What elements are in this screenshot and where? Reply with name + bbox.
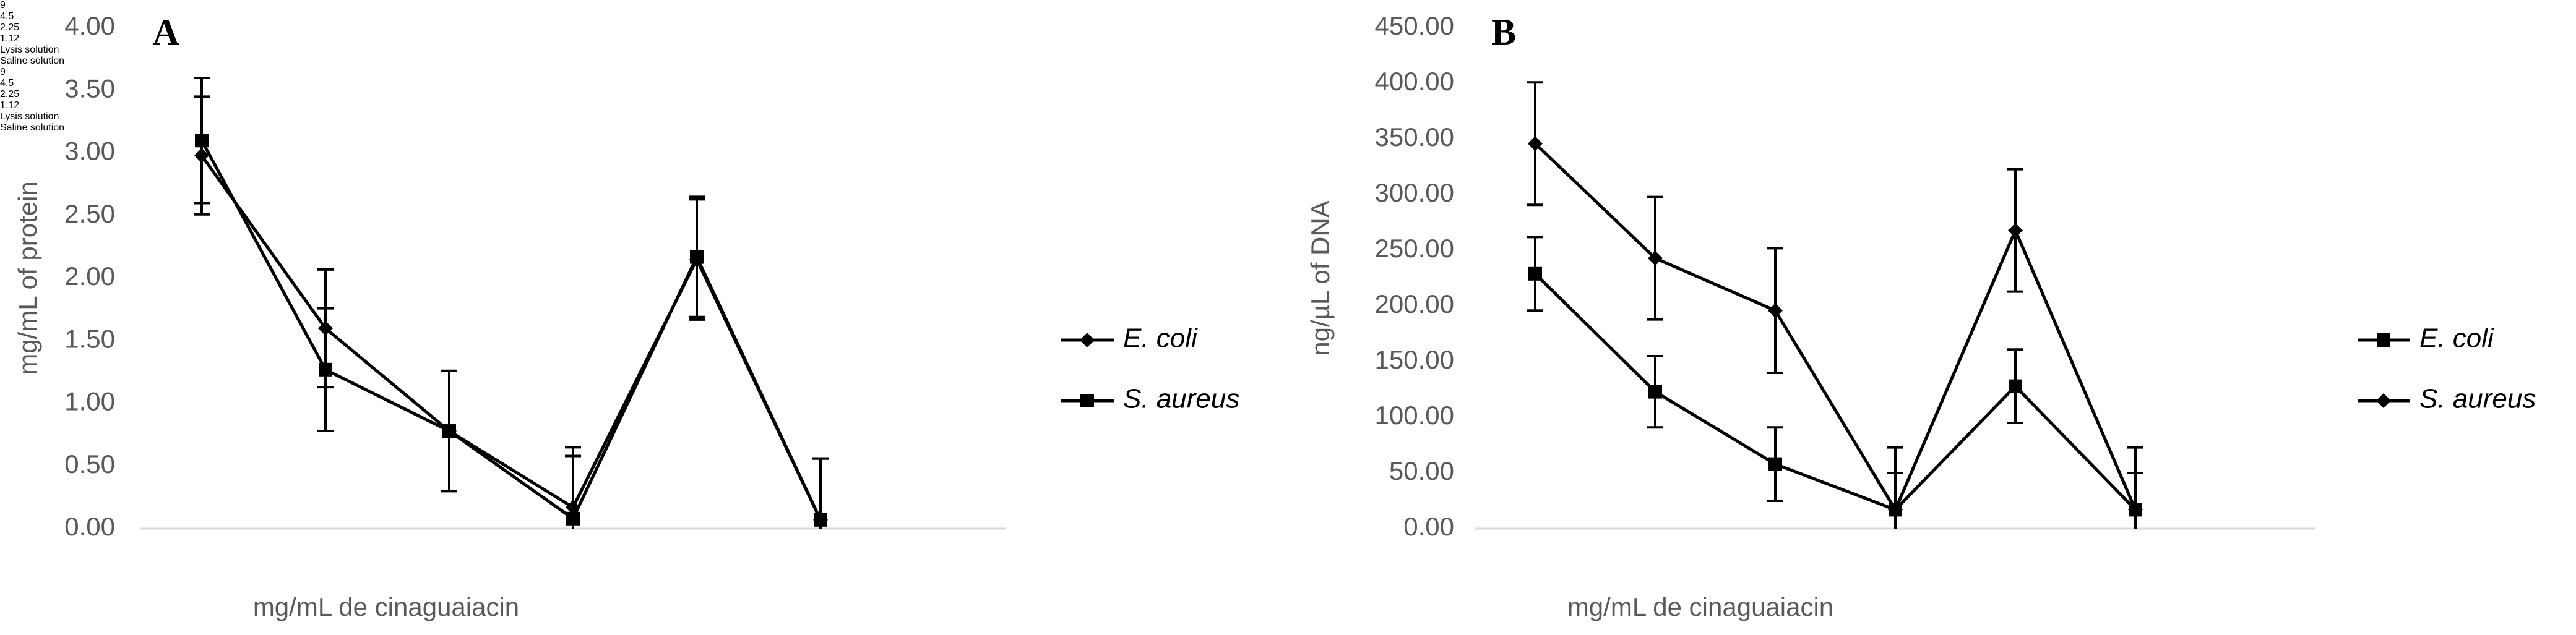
x-tick-label: 9 [0, 0, 6, 11]
series-line [200, 140, 822, 521]
y-axis-label: ng/µL of DNA [1306, 200, 1335, 356]
y-tick-label: 1.50 [64, 324, 115, 353]
y-axis-label: mg/mL of protein [13, 181, 42, 375]
legend-label: E. coli [2419, 323, 2494, 354]
y-tick-label: 450.00 [1375, 11, 1454, 40]
legend-marker [2376, 393, 2391, 408]
data-point [1528, 266, 1542, 281]
y-tick-label: 2.50 [64, 199, 115, 228]
y-tick-label: 0.00 [64, 512, 115, 541]
x-axis-label: mg/mL de cinaguaiacin [1567, 592, 1833, 621]
y-tick-label: 200.00 [1375, 289, 1454, 318]
data-point [1648, 385, 1662, 399]
legend-label: S. aureus [1123, 384, 1239, 414]
y-tick-label: 50.00 [1389, 456, 1454, 485]
series [194, 77, 829, 529]
series [194, 95, 829, 529]
y-tick-label: 300.00 [1375, 178, 1454, 207]
data-point [2008, 223, 2023, 238]
series [1527, 81, 2143, 529]
x-tick-label: 4.5 [0, 11, 14, 22]
data-point [2009, 379, 2022, 393]
data-point [566, 511, 580, 526]
panel-label: B [1491, 12, 1516, 53]
x-tick-label: Saline solution [0, 56, 65, 66]
series-line [1534, 273, 2137, 512]
data-point [1528, 136, 1543, 151]
y-tick-label: 3.00 [64, 137, 115, 166]
x-tick-label: Saline solution [0, 122, 65, 133]
y-tick-label: 350.00 [1375, 122, 1454, 151]
legend-marker [2377, 333, 2390, 347]
legend-marker [1080, 333, 1095, 347]
y-tick-label: 3.50 [64, 74, 115, 103]
y-tick-label: 0.50 [64, 450, 115, 479]
data-point [1768, 303, 1783, 318]
x-axis-label: mg/mL de cinaguaiacin [253, 592, 519, 621]
y-tick-label: 250.00 [1375, 234, 1454, 263]
y-tick-label: 100.00 [1375, 401, 1454, 430]
data-point [1768, 457, 1782, 471]
series [1527, 236, 2143, 529]
data-point [319, 362, 332, 377]
panel-label: A [152, 12, 179, 53]
data-point [814, 513, 827, 527]
y-tick-label: 0.00 [1403, 512, 1454, 541]
legend-marker [1080, 394, 1094, 407]
data-point [2128, 502, 2143, 518]
x-tick-label: 4.5 [0, 78, 14, 88]
data-point [1888, 502, 1903, 518]
legend-label: E. coli [1123, 323, 1198, 354]
y-tick-label: 400.00 [1375, 67, 1454, 96]
data-point [1648, 250, 1663, 266]
y-tick-label: 2.00 [64, 262, 115, 291]
x-tick-label: 2.25 [0, 89, 20, 100]
x-tick-label: 9 [0, 67, 6, 77]
y-tick-label: 4.00 [64, 11, 115, 40]
x-tick-label: Lysis solution [0, 45, 59, 55]
x-tick-label: 1.12 [0, 33, 20, 44]
series-line [200, 155, 822, 521]
x-tick-label: Lysis solution [0, 111, 59, 122]
data-point [442, 424, 456, 438]
series-line [1534, 142, 2137, 513]
y-tick-label: 150.00 [1375, 345, 1454, 374]
y-tick-label: 1.00 [64, 387, 115, 416]
data-point [690, 250, 704, 264]
legend-label: S. aureus [2419, 384, 2536, 414]
data-point [195, 134, 209, 148]
x-tick-label: 2.25 [0, 22, 20, 33]
x-tick-label: 1.12 [0, 100, 20, 111]
